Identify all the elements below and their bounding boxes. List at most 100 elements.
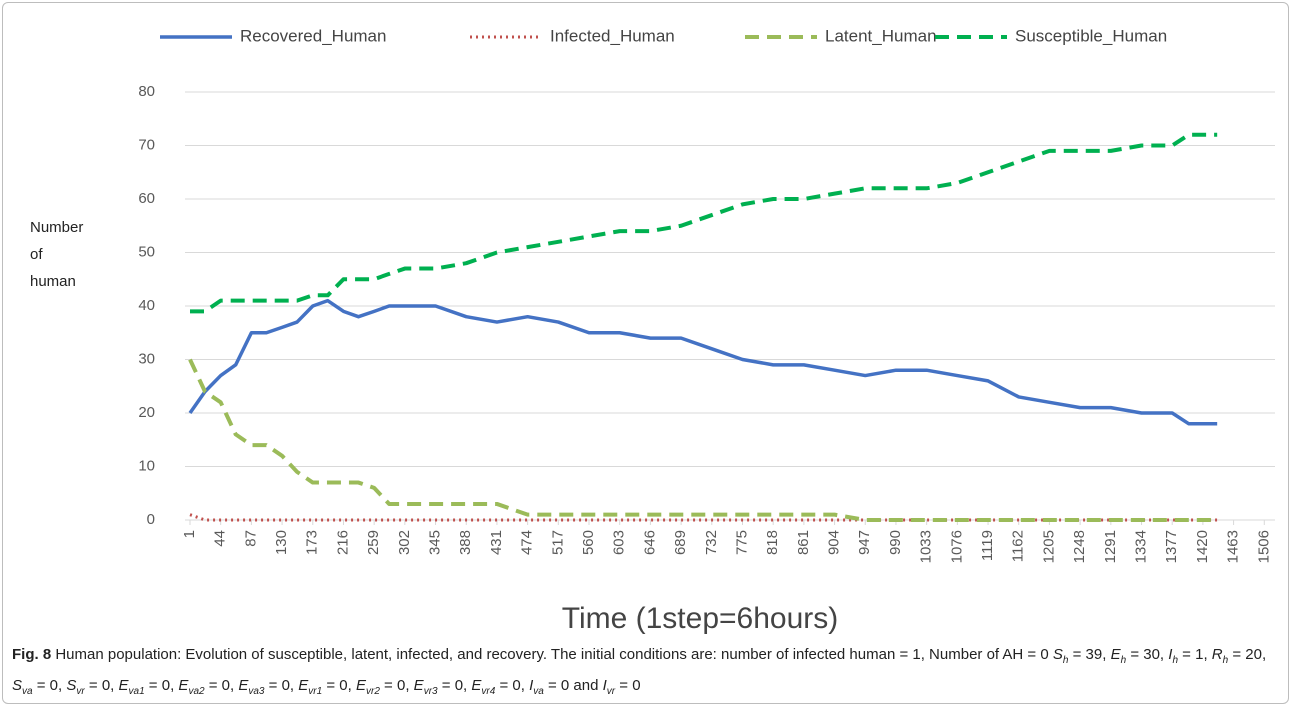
caption-text: = 0	[615, 677, 641, 694]
y-axis-label: Number	[30, 219, 83, 236]
x-tick-label: 216	[334, 530, 351, 555]
x-tick-label: 345	[427, 530, 444, 555]
x-tick-label: 861	[795, 530, 812, 555]
y-tick-label: 20	[138, 404, 155, 421]
symbol: E	[118, 677, 129, 694]
series-line	[189, 132, 1218, 314]
math-symbol: Svr	[66, 677, 85, 697]
x-tick-label: 1248	[1071, 530, 1088, 563]
caption-text: = 1,	[1178, 646, 1212, 663]
caption-text: = 20,	[1228, 646, 1267, 663]
math-symbol: Eh	[1110, 646, 1127, 666]
caption-label: Fig. 8	[12, 646, 52, 663]
x-tick-label: 1463	[1225, 530, 1242, 563]
caption-text: = 0,	[84, 677, 119, 694]
subscript: vr3	[423, 686, 438, 697]
y-tick-label: 80	[138, 83, 155, 100]
legend-label: Latent_Human	[825, 26, 937, 45]
x-tick-label: 904	[826, 530, 843, 555]
math-symbol: Rh	[1212, 646, 1229, 666]
y-tick-label: 70	[138, 136, 155, 153]
subscript: va3	[248, 686, 265, 697]
x-tick-label: 732	[703, 530, 720, 555]
y-tick-label: 10	[138, 457, 155, 474]
symbol: E	[178, 677, 189, 694]
symbol: I	[602, 677, 607, 694]
caption-text: = 0,	[437, 677, 472, 694]
series-line	[188, 358, 1218, 522]
x-tick-label: 1162	[1010, 530, 1027, 562]
math-symbol: Eva3	[238, 677, 265, 697]
symbol: E	[413, 677, 424, 694]
x-tick-label: 1377	[1163, 530, 1180, 563]
symbol: E	[298, 677, 309, 694]
x-tick-label: 87	[242, 530, 259, 547]
caption-text: = 39,	[1068, 646, 1111, 663]
x-tick-label: 1	[181, 530, 198, 538]
y-tick-label: 50	[138, 243, 155, 260]
symbol: E	[238, 677, 249, 694]
math-symbol: Iva	[529, 677, 544, 697]
subscript: vr2	[365, 686, 380, 697]
math-symbol: Evr4	[471, 677, 496, 697]
math-symbol: Eva2	[178, 677, 205, 697]
subscript: vr	[606, 686, 616, 697]
legend-label: Susceptible_Human	[1015, 26, 1167, 45]
symbol: E	[1110, 646, 1121, 663]
caption-text: Human population: Evolution of susceptib…	[51, 646, 1053, 663]
x-tick-label: 1205	[1040, 530, 1057, 563]
subscript: va1	[128, 686, 145, 697]
caption: Fig. 8 Human population: Evolution of su…	[12, 642, 1280, 704]
subscript: va	[533, 686, 544, 697]
caption-text: = 30,	[1126, 646, 1169, 663]
x-axis-label: Time (1step=6hours)	[562, 602, 839, 635]
subscript: h	[1222, 655, 1229, 666]
math-symbol: Ih	[1168, 646, 1179, 666]
x-tick-label: 775	[733, 530, 750, 555]
caption-text: = 0,	[322, 677, 356, 694]
x-tick-label: 1291	[1102, 530, 1119, 563]
math-symbol: Sva	[12, 677, 33, 697]
symbol: S	[66, 677, 77, 694]
y-tick-label: 30	[138, 350, 155, 367]
x-tick-label: 603	[611, 530, 628, 555]
subscript: h	[1062, 655, 1069, 666]
symbol: E	[471, 677, 482, 694]
math-symbol: Evr1	[298, 677, 323, 697]
math-symbol: Eva1	[118, 677, 145, 697]
x-tick-label: 990	[887, 530, 904, 555]
legend-label: Infected_Human	[550, 26, 675, 45]
math-symbol: Evr2	[356, 677, 380, 697]
x-tick-label: 560	[580, 530, 597, 555]
x-tick-label: 1076	[948, 530, 965, 563]
subscript: h	[1172, 655, 1179, 666]
series-line	[188, 298, 1218, 426]
x-tick-label: 1033	[918, 530, 935, 563]
x-tick-label: 388	[457, 530, 474, 555]
subscript: vr1	[308, 686, 323, 697]
x-tick-label: 646	[641, 530, 658, 555]
caption-text: = 0,	[264, 677, 299, 694]
legend-label: Recovered_Human	[240, 26, 386, 45]
subscript: vr4	[481, 686, 496, 697]
subscript: h	[1120, 655, 1127, 666]
symbol: I	[1168, 646, 1173, 663]
x-tick-label: 517	[549, 530, 566, 555]
x-tick-label: 1334	[1132, 530, 1149, 563]
caption-text: = 0,	[495, 677, 530, 694]
subscript: vr	[76, 686, 85, 697]
x-tick-label: 1506	[1255, 530, 1272, 563]
caption-text: = 0,	[32, 677, 67, 694]
subscript: va	[22, 686, 33, 697]
x-tick-label: 302	[396, 530, 413, 555]
math-symbol: Sh	[1053, 646, 1069, 666]
y-tick-label: 60	[138, 190, 155, 207]
caption-text: = 0,	[144, 677, 179, 694]
subscript: va2	[188, 686, 205, 697]
x-tick-label: 818	[764, 530, 781, 555]
caption-text: = 0,	[379, 677, 414, 694]
y-tick-label: 40	[138, 297, 155, 314]
math-symbol: Ivr	[602, 677, 616, 697]
